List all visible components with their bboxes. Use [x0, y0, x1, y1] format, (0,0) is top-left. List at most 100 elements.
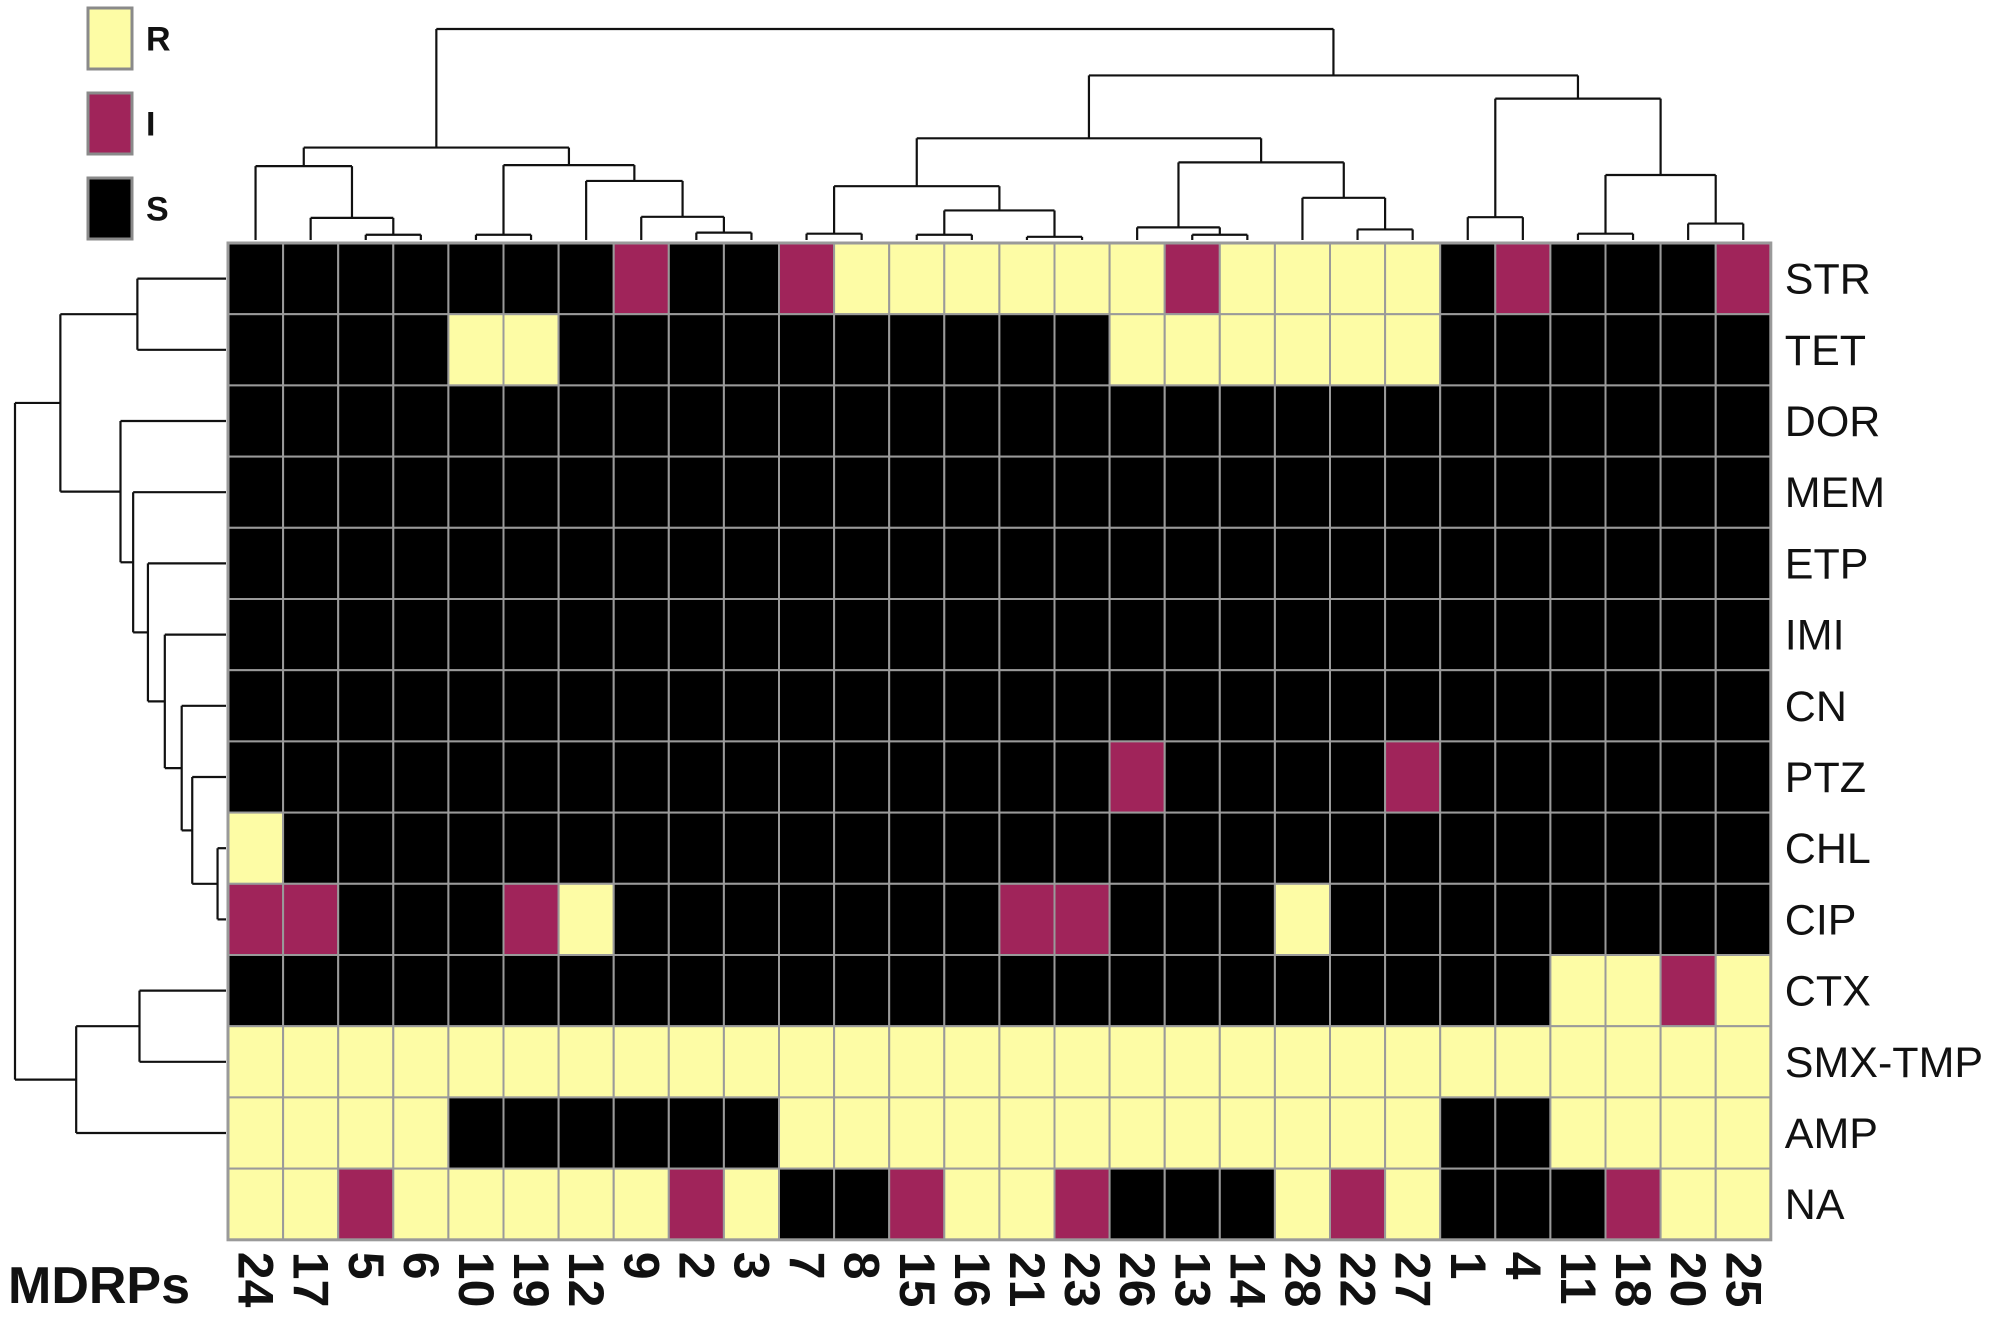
heatmap-cell [337, 242, 395, 316]
column-dendrogram [254, 27, 1745, 240]
heatmap-cell [1273, 313, 1332, 387]
heatmap-cell [1163, 242, 1221, 316]
heatmap-cell [833, 1025, 891, 1099]
heatmap-cell [1218, 740, 1276, 814]
heatmap-cell [1494, 954, 1552, 1028]
legend-label: S [146, 191, 169, 229]
heatmap-cell [1659, 598, 1717, 672]
heatmap-cell [557, 313, 615, 387]
heatmap-cell [888, 455, 946, 529]
heatmap-cell [667, 954, 725, 1028]
heatmap-cell [1218, 882, 1276, 956]
heatmap-cell [337, 811, 395, 885]
heatmap-cell [557, 811, 615, 885]
heatmap-cell [337, 455, 395, 529]
heatmap-cell [1604, 313, 1662, 387]
heatmap-cell [1549, 455, 1607, 529]
heatmap-cell [612, 882, 670, 956]
heatmap-cell [1549, 740, 1607, 814]
heatmap-cell [1384, 1025, 1442, 1099]
heatmap-cell [1384, 740, 1442, 814]
heatmap-cell [1273, 526, 1332, 600]
heatmap-cell [722, 954, 781, 1028]
heatmap-cell [1163, 1167, 1221, 1241]
heatmap-cell [943, 384, 1001, 458]
row-label: DOR [1785, 398, 1881, 446]
heatmap-cell [1439, 242, 1497, 316]
heatmap-cell [447, 1167, 505, 1241]
heatmap-cell [1714, 526, 1772, 600]
heatmap-cell [1659, 954, 1717, 1028]
heatmap-cell [1714, 242, 1772, 316]
heatmap-cell [612, 313, 670, 387]
heatmap-cell [1659, 811, 1717, 885]
heatmap-cell [282, 954, 340, 1028]
heatmap-cell [778, 1096, 836, 1170]
heatmap-cell [612, 598, 670, 672]
heatmap-cell [1108, 811, 1166, 885]
heatmap-cell [943, 242, 1001, 316]
heatmap-cell [1108, 313, 1166, 387]
heatmap-cell [227, 1096, 285, 1170]
heatmap-cell [1714, 313, 1772, 387]
column-label: 5 [338, 1252, 394, 1280]
heatmap-cell [1273, 384, 1332, 458]
heatmap-cell [1053, 598, 1111, 672]
heatmap-cell [227, 598, 285, 672]
heatmap-cell [557, 882, 615, 956]
heatmap-cell [1053, 455, 1111, 529]
heatmap-cell [722, 1025, 781, 1099]
heatmap-cell [337, 1025, 395, 1099]
heatmap-cell [612, 669, 670, 743]
heatmap-cell [1714, 384, 1772, 458]
heatmap-cell [557, 455, 615, 529]
heatmap-cell [833, 313, 891, 387]
legend: R I S [86, 6, 171, 241]
heatmap-cell [833, 669, 891, 743]
heatmap-cell [392, 1096, 450, 1170]
heatmap-cell [1108, 1096, 1166, 1170]
heatmap-cell [1163, 1096, 1221, 1170]
row-label: MEM [1785, 469, 1885, 517]
heatmap-cell [778, 526, 836, 600]
column-label: 4 [1495, 1252, 1551, 1280]
heatmap-cell [943, 455, 1001, 529]
heatmap-cell [392, 1025, 450, 1099]
heatmap-cell [447, 455, 505, 529]
heatmap-cell [1494, 1096, 1552, 1170]
heatmap-cell [612, 811, 670, 885]
heatmap-cell [1329, 455, 1387, 529]
heatmap-cell [1329, 954, 1387, 1028]
heatmap-cell [1053, 384, 1111, 458]
heatmap-cell [1053, 740, 1111, 814]
heatmap-cell [667, 598, 725, 672]
heatmap-cell [612, 1167, 670, 1241]
heatmap-cell [1384, 882, 1442, 956]
heatmap-cell [888, 242, 946, 316]
heatmap-cell [1714, 740, 1772, 814]
heatmap-cell [392, 740, 450, 814]
heatmap-cell [722, 811, 781, 885]
heatmap-cell [1549, 526, 1607, 600]
heatmap-cell [888, 1167, 946, 1241]
heatmap-cell [447, 526, 505, 600]
heatmap-cell [1494, 669, 1552, 743]
heatmap-cell [1053, 313, 1111, 387]
heatmap-cell [1384, 1167, 1442, 1241]
heatmap-cell [833, 384, 891, 458]
heatmap-cell [447, 1025, 505, 1099]
heatmap-cell [282, 598, 340, 672]
heatmap-cell [1604, 1025, 1662, 1099]
heatmap-cell [667, 669, 725, 743]
heatmap-cell [1439, 384, 1497, 458]
heatmap-cell [1494, 1167, 1552, 1241]
heatmap-cell [282, 1025, 340, 1099]
legend-swatch [86, 6, 134, 71]
heatmap-cell [612, 384, 670, 458]
heatmap-cell [833, 1096, 891, 1170]
heatmap-cell [1439, 598, 1497, 672]
heatmap-cell [502, 954, 560, 1028]
heatmap-cell [227, 242, 285, 316]
heatmap-cell [557, 954, 615, 1028]
